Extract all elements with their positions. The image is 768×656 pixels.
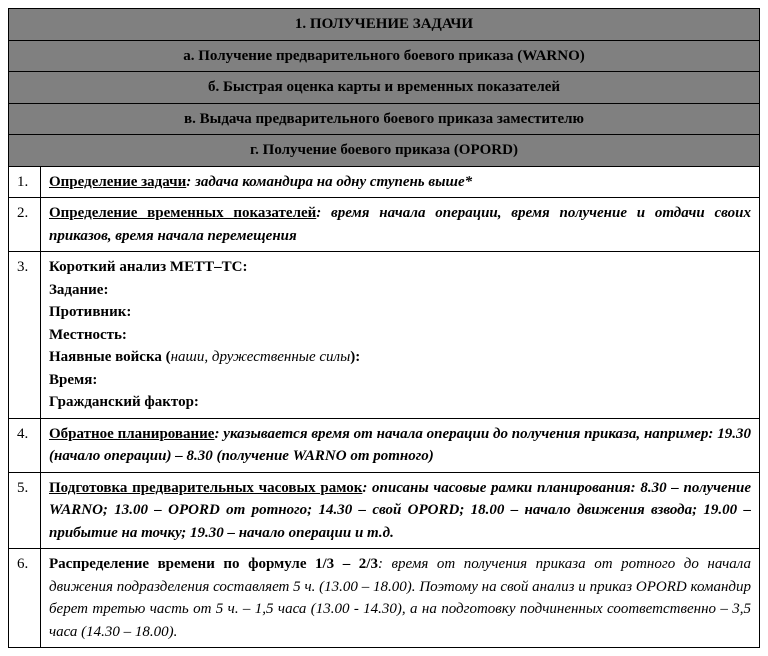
row-3-num: 3. <box>9 252 41 419</box>
row-3-l2: Задание: <box>49 279 751 302</box>
subheader-b: б. Быстрая оценка карты и временных пока… <box>9 72 760 104</box>
row-1: 1. Определение задачи: задача командира … <box>9 166 760 198</box>
row-3-l7: Гражданский фактор: <box>49 391 751 414</box>
row-5-lead: Подготовка предварительных часовых рамок <box>49 480 362 496</box>
row-3-content: Короткий анализ МЕТТ–ТС: Задание: Против… <box>41 252 760 419</box>
task-table: 1. ПОЛУЧЕНИЕ ЗАДАЧИ а. Получение предвар… <box>8 8 760 648</box>
row-6: 6. Распределение времени по формуле 1/3 … <box>9 549 760 648</box>
row-6-num: 6. <box>9 549 41 648</box>
row-4-lead: Обратное планирование <box>49 426 214 442</box>
row-2-content: Определение временных показателей: время… <box>41 198 760 252</box>
row-4-num: 4. <box>9 418 41 472</box>
row-5-num: 5. <box>9 472 41 549</box>
row-2-lead: Определение временных показателей <box>49 205 316 221</box>
row-3-l4: Местность: <box>49 324 751 347</box>
row-1-num: 1. <box>9 166 41 198</box>
row-3-l5b: наши, дружественные силы <box>171 349 351 365</box>
row-3-l1: Короткий анализ МЕТТ–ТС: <box>49 256 751 279</box>
subheader-g: г. Получение боевого приказа (OPORD) <box>9 135 760 167</box>
row-1-lead: Определение задачи <box>49 174 186 190</box>
row-4-content: Обратное планирование: указывается время… <box>41 418 760 472</box>
row-1-content: Определение задачи: задача командира на … <box>41 166 760 198</box>
subheader-a: а. Получение предварительного боевого пр… <box>9 40 760 72</box>
row-3: 3. Короткий анализ МЕТТ–ТС: Задание: Про… <box>9 252 760 419</box>
row-6-lead: Распределение времени по формуле 1/3 – 2… <box>49 556 378 572</box>
row-3-l5a: Наявные войска ( <box>49 349 171 365</box>
subheader-v: в. Выдача предварительного боевого прика… <box>9 103 760 135</box>
row-1-rest: : задача командира на одну ступень выше* <box>186 174 472 190</box>
row-2-num: 2. <box>9 198 41 252</box>
row-5: 5. Подготовка предварительных часовых ра… <box>9 472 760 549</box>
row-2: 2. Определение временных показателей: вр… <box>9 198 760 252</box>
row-5-content: Подготовка предварительных часовых рамок… <box>41 472 760 549</box>
row-6-content: Распределение времени по формуле 1/3 – 2… <box>41 549 760 648</box>
row-3-l3: Противник: <box>49 301 751 324</box>
row-3-l5c: ): <box>350 349 360 365</box>
row-3-l5: Наявные войска (наши, дружественные силы… <box>49 346 751 369</box>
row-3-l6: Время: <box>49 369 751 392</box>
row-4: 4. Обратное планирование: указывается вр… <box>9 418 760 472</box>
header-title: 1. ПОЛУЧЕНИЕ ЗАДАЧИ <box>9 9 760 41</box>
